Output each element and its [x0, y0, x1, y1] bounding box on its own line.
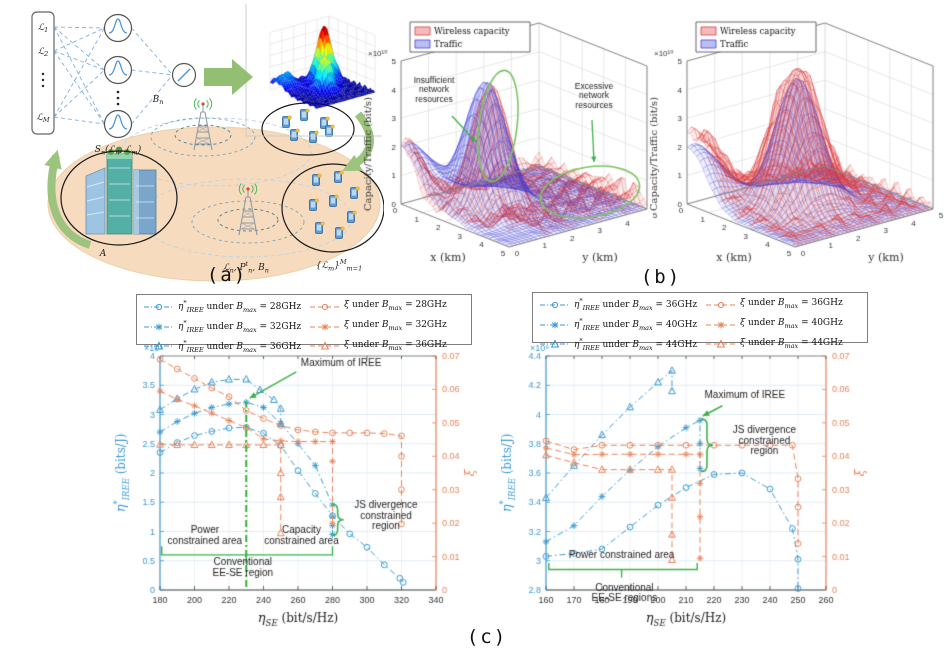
legend-chart-right: η*IREE under Bmax = 36GHz ξ under Bmax = … — [532, 292, 868, 351]
linear-activation-icon — [177, 68, 191, 82]
buildings-illustration — [60, 146, 178, 246]
bandwidth-edge-label: Bn — [152, 95, 164, 106]
flow-arrow-right-icon — [204, 59, 253, 95]
legend-entry-label: ξ under Bmax = 36GHz — [740, 298, 843, 310]
legend-entry-label: η*IREE under Bmax = 40GHz — [574, 316, 698, 332]
legend-entry-label: ξ under Bmax = 40GHz — [740, 317, 843, 330]
traffic-surface-thumbnail — [253, 4, 379, 130]
legend-marker-sample — [144, 303, 174, 310]
legend-entry-label: ξ under Bmax = 44GHz — [740, 337, 843, 350]
legend-entry-label: ξ under Bmax = 32GHz — [344, 319, 447, 332]
capacity-traffic-surface-right — [648, 14, 948, 266]
legend-entry: η*IREE under Bmax = 40GHz — [539, 315, 697, 335]
legend-entry-label: η*IREE under Bmax = 44GHz — [574, 336, 698, 352]
legend-marker-sample — [706, 339, 737, 348]
caption-b: (b) — [640, 266, 682, 288]
neural-network-diagram: ℒ1 ℒ2 ℒM Bn Sn(ℒn, ℒm) — [31, 11, 197, 157]
iree-se-chart-left — [112, 340, 480, 630]
legend-entry-label: ξ under Bmax = 28GHz — [344, 300, 447, 312]
legend-entry: ξ under Bmax = 36GHz — [309, 337, 465, 357]
input-label-M: ℒM — [36, 113, 49, 124]
legend-entry: η*IREE under Bmax = 28GHz — [143, 297, 301, 317]
legend-entry-label: η*IREE under Bmax = 36GHz — [574, 297, 698, 312]
input-label-2: ℒ2 — [38, 47, 49, 58]
devices-label: {ℒm}Mm=1 — [316, 258, 363, 273]
legend-entry: η*IREE under Bmax = 36GHz — [539, 295, 697, 315]
activation-curve-icon — [108, 18, 128, 34]
legend-entry-label: η*IREE under Bmax = 28GHz — [178, 299, 302, 314]
device-cluster-bottom — [281, 163, 384, 253]
activation-curve-icon — [108, 114, 128, 130]
legend-entry-label: η*IREE under Bmax = 36GHz — [178, 338, 302, 354]
legend-entry: η*IREE under Bmax = 44GHz — [539, 335, 697, 355]
legend-marker-sample — [540, 339, 570, 348]
legend-entry: η*IREE under Bmax = 36GHz — [143, 337, 301, 357]
caption-c: (c) — [466, 626, 508, 648]
input-label-1: ℒ1 — [38, 23, 49, 34]
flow-arrow-up-icon — [44, 149, 92, 249]
legend-entry: ξ under Bmax = 36GHz — [705, 295, 861, 315]
activation-curve-icon — [108, 60, 128, 76]
legend-entry: ξ under Bmax = 32GHz — [309, 317, 465, 337]
base-station-label: ℒn, Ptn, Bn — [223, 260, 269, 275]
nn-function-label: Sn(ℒn, ℒm) — [95, 144, 142, 157]
legend-marker-sample — [310, 341, 341, 350]
legend-entry-label: η*IREE under Bmax = 32GHz — [178, 318, 302, 334]
panel-a-system-diagram: A ℒn, Ptn, Bn {ℒm}Mm=1 ℒ1 ℒ2 ℒM — [31, 4, 384, 282]
area-label: A — [99, 249, 107, 259]
legend-entry: ξ under Bmax = 28GHz — [309, 297, 465, 317]
iree-se-chart-right — [498, 340, 870, 630]
legend-entry: ξ under Bmax = 44GHz — [705, 335, 861, 355]
legend-marker-sample — [310, 303, 341, 310]
legend-marker-sample — [706, 301, 737, 308]
capacity-traffic-surface-left — [362, 14, 666, 266]
legend-chart-left: η*IREE under Bmax = 28GHz ξ under Bmax = … — [136, 294, 472, 353]
legend-entry: ξ under Bmax = 40GHz — [705, 315, 861, 335]
legend-marker-sample — [144, 341, 174, 350]
legend-marker-sample — [540, 321, 570, 328]
legend-marker-sample — [540, 301, 570, 308]
legend-marker-sample — [706, 321, 737, 328]
legend-entry: η*IREE under Bmax = 32GHz — [143, 317, 301, 337]
caption-a: (a) — [206, 264, 248, 286]
legend-entry-label: ξ under Bmax = 36GHz — [344, 339, 447, 352]
legend-marker-sample — [144, 323, 174, 330]
legend-marker-sample — [310, 323, 341, 330]
